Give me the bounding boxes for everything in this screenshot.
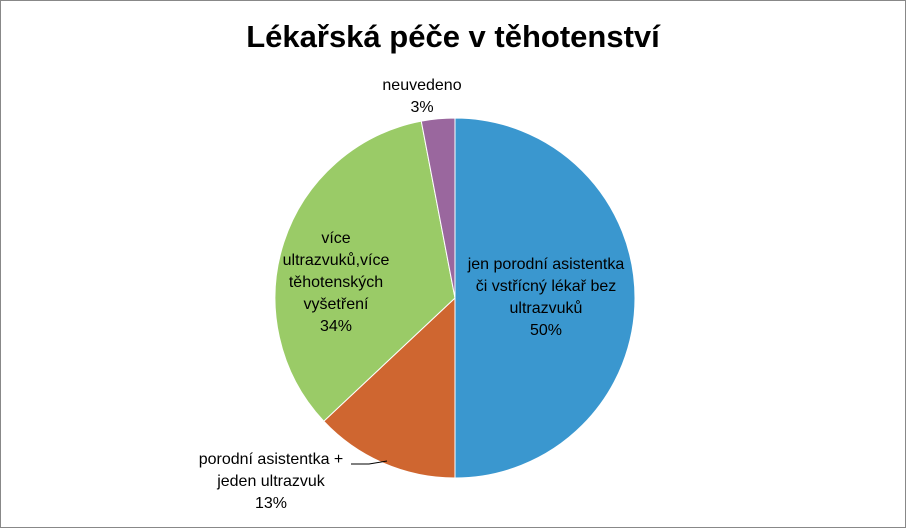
chart-title: Lékařská péče v těhotenství	[246, 19, 660, 54]
label-name: neuvedeno	[382, 77, 462, 94]
label-name: více ultrazvuků,více těhotenských vyšetř…	[282, 230, 390, 313]
label-value: 13%	[254, 495, 288, 512]
pie-slice	[323, 296, 456, 479]
label-name: jen porodní asistentka či vstřícný lékař…	[467, 256, 625, 317]
label-name: porodní asistentka + jeden ultrazvuk	[198, 451, 344, 490]
data-label: neuvedeno 3%	[362, 75, 482, 119]
label-value: 50%	[529, 322, 563, 339]
pie-slice	[454, 117, 636, 479]
data-label: více ultrazvuků,více těhotenských vyšetř…	[271, 228, 401, 338]
label-value: 3%	[410, 99, 434, 116]
pie-slice	[420, 117, 456, 299]
pie-slice	[274, 120, 456, 422]
data-label: porodní asistentka + jeden ultrazvuk 13%	[186, 449, 356, 515]
leader-line	[351, 460, 388, 465]
data-label: jen porodní asistentka či vstřícný lékař…	[461, 254, 631, 342]
label-value: 34%	[319, 318, 353, 335]
